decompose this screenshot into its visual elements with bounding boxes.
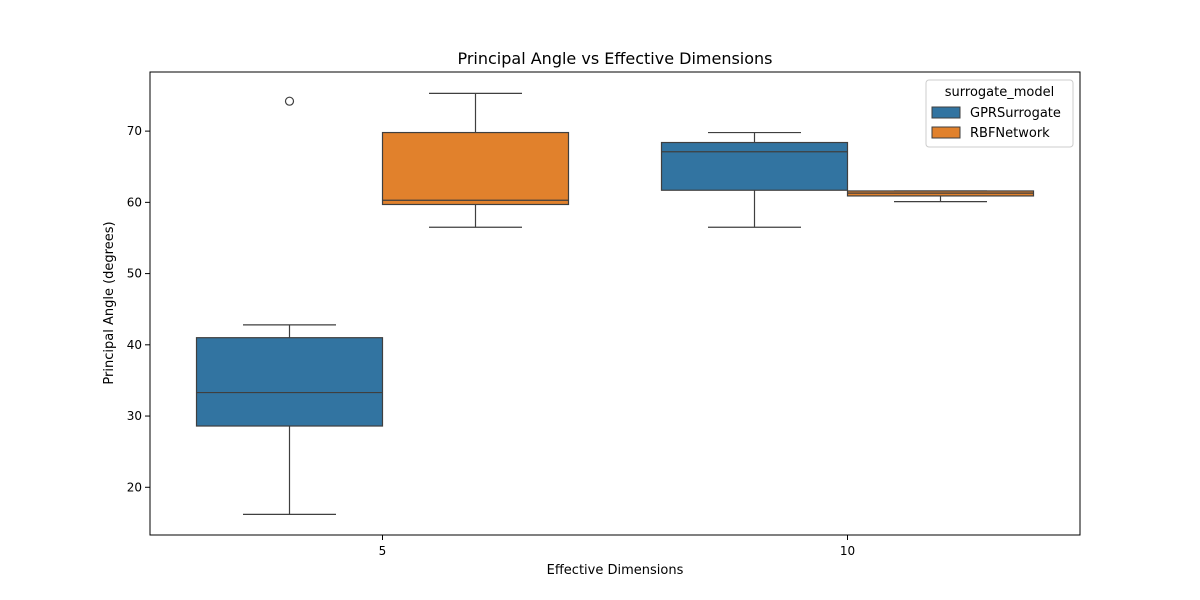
y-tick-label: 50 <box>127 267 142 281</box>
box-body <box>660 141 849 191</box>
box-group <box>660 131 849 228</box>
box-body <box>381 131 570 206</box>
legend-box <box>925 79 1074 148</box>
y-tick-label: 40 <box>127 338 142 352</box>
plot-area: 20 30 40 50 60 70 5 10 <box>127 92 1035 558</box>
box-group <box>381 92 570 228</box>
legend-swatch <box>931 126 961 139</box>
legend-swatch <box>931 106 961 119</box>
legend-title: surrogate_model <box>945 85 1054 100</box>
legend: surrogate_model GPRSurrogate RBFNetwork <box>925 79 1074 148</box>
y-tick-label: 20 <box>127 480 142 494</box>
box-group <box>846 190 1035 203</box>
y-tick-label: 70 <box>127 124 142 138</box>
legend-label: RBFNetwork <box>970 126 1050 141</box>
outlier-point <box>284 96 295 106</box>
box-group <box>195 96 384 515</box>
y-tick-label: 30 <box>127 409 142 423</box>
x-axis-label: Effective Dimensions <box>547 563 684 578</box>
plot-frame <box>149 71 1081 536</box>
y-tick-label: 60 <box>127 195 142 209</box>
legend-label: GPRSurrogate <box>970 106 1061 121</box>
box-body <box>195 337 384 427</box>
x-tick-label: 5 <box>379 544 387 558</box>
y-axis-label: Principal Angle (degrees) <box>102 221 117 384</box>
chart-title: Principal Angle vs Effective Dimensions <box>457 49 772 68</box>
x-tick-label: 10 <box>840 544 855 558</box>
